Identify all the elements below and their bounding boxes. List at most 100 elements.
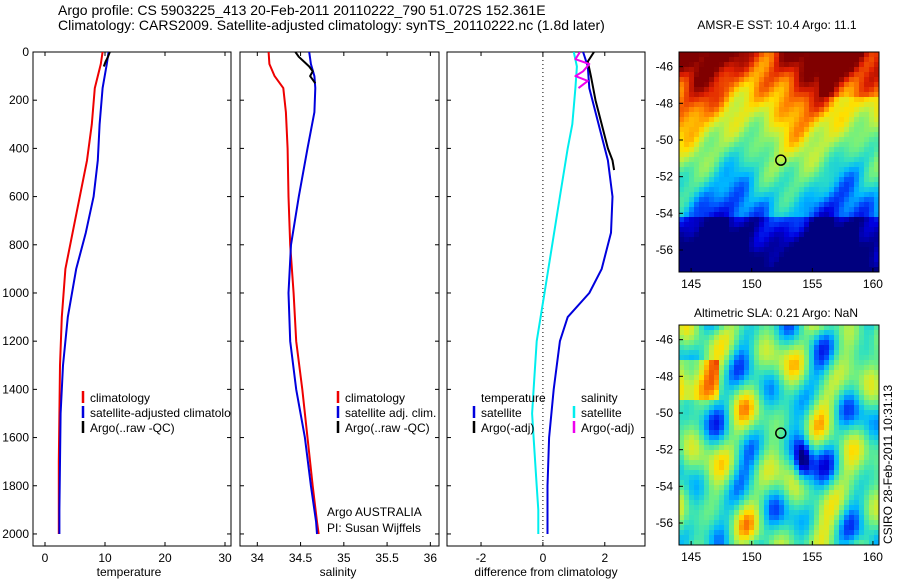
heatmap-cell xyxy=(869,182,875,188)
heatmap-cell xyxy=(729,67,735,73)
heatmap-cell xyxy=(779,227,785,233)
heatmap-cell xyxy=(859,445,865,451)
heatmap-cell xyxy=(774,162,780,168)
heatmap-cell xyxy=(684,52,690,58)
heatmap-cell xyxy=(719,227,725,233)
heatmap-cell xyxy=(719,172,725,178)
heatmap-cell xyxy=(869,390,875,396)
heatmap-cell xyxy=(699,107,705,113)
heatmap-cell xyxy=(834,52,840,58)
heatmap-cell xyxy=(864,82,870,88)
heatmap-cell xyxy=(844,330,850,336)
heatmap-cell xyxy=(794,540,800,545)
heatmap-cell xyxy=(734,330,740,336)
heatmap-cell xyxy=(714,62,720,68)
heatmap-cell xyxy=(789,147,795,153)
heatmap-cell xyxy=(849,52,855,58)
heatmap-cell xyxy=(684,345,690,351)
heatmap-cell xyxy=(844,465,850,471)
heatmap-cell xyxy=(819,262,825,268)
heatmap-cell xyxy=(749,127,755,133)
heatmap-cell xyxy=(834,207,840,213)
heatmap-cell xyxy=(759,167,765,173)
heatmap-cell xyxy=(824,97,830,103)
heatmap-cell xyxy=(839,495,845,501)
heatmap-cell xyxy=(874,430,879,436)
heatmap-cell xyxy=(709,117,715,123)
heatmap-cell xyxy=(714,415,720,421)
heatmap-cell xyxy=(709,97,715,103)
heatmap-cell xyxy=(764,77,770,83)
heatmap-cell xyxy=(679,152,685,158)
heatmap-cell xyxy=(859,395,865,401)
heatmap-cell xyxy=(729,525,735,531)
heatmap-cell xyxy=(864,142,870,148)
heatmap-cell xyxy=(774,57,780,63)
heatmap-cell xyxy=(849,72,855,78)
heatmap-cell xyxy=(744,340,750,346)
heatmap-cell xyxy=(684,510,690,516)
heatmap-cell xyxy=(719,192,725,198)
heatmap-cell xyxy=(749,162,755,168)
heatmap-cell xyxy=(774,112,780,118)
heatmap-cell xyxy=(764,470,770,476)
heatmap-cell xyxy=(764,420,770,426)
heatmap-cell xyxy=(779,222,785,228)
heatmap-cell xyxy=(854,107,860,113)
heatmap-cell xyxy=(864,257,870,263)
x-tick-label: 155 xyxy=(802,550,822,564)
heatmap-cell xyxy=(694,132,700,138)
heatmap-cell xyxy=(784,97,790,103)
heatmap-cell xyxy=(774,92,780,98)
heatmap-cell xyxy=(769,227,775,233)
heatmap-cell xyxy=(714,157,720,163)
heatmap-cell xyxy=(829,530,835,536)
heatmap-cell xyxy=(869,227,875,233)
heatmap-cell xyxy=(684,267,690,272)
heatmap-cell xyxy=(824,52,830,58)
heatmap-cell xyxy=(704,410,710,416)
heatmap-cell xyxy=(739,415,745,421)
heatmap-cell xyxy=(784,475,790,481)
heatmap-cell xyxy=(809,450,815,456)
heatmap-cell xyxy=(744,385,750,391)
heatmap-cell xyxy=(789,365,795,371)
heatmap-cell xyxy=(694,465,700,471)
heatmap-cell xyxy=(834,137,840,143)
heatmap-cell xyxy=(844,62,850,68)
heatmap-cell xyxy=(744,117,750,123)
heatmap-cell xyxy=(754,237,760,243)
heatmap-cell xyxy=(864,217,870,223)
heatmap-cell xyxy=(824,87,830,93)
heatmap-cell xyxy=(694,350,700,356)
heatmap-cell xyxy=(759,242,765,248)
heatmap-cell xyxy=(864,112,870,118)
heatmap-cell xyxy=(769,345,775,351)
heatmap-cell xyxy=(709,505,715,511)
heatmap-cell xyxy=(734,435,740,441)
heatmap-cell xyxy=(794,470,800,476)
heatmap-cell xyxy=(824,227,830,233)
heatmap-cell xyxy=(874,157,879,163)
heatmap-cell xyxy=(819,252,825,258)
heatmap-cell xyxy=(764,97,770,103)
heatmap-cell xyxy=(754,485,760,491)
heatmap-cell xyxy=(844,247,850,253)
heatmap-cell xyxy=(864,400,870,406)
heatmap-cell xyxy=(684,97,690,103)
heatmap-cell xyxy=(714,132,720,138)
heatmap-cell xyxy=(859,435,865,441)
heatmap-cell xyxy=(739,262,745,268)
heatmap-cell xyxy=(689,445,695,451)
heatmap-cell xyxy=(849,520,855,526)
heatmap-cell xyxy=(774,117,780,123)
heatmap-cell xyxy=(789,102,795,108)
heatmap-cell xyxy=(729,435,735,441)
heatmap-cell xyxy=(804,430,810,436)
heatmap-cell xyxy=(829,227,835,233)
heatmap-cell xyxy=(789,192,795,198)
heatmap-cell xyxy=(724,57,730,63)
heatmap-cell xyxy=(784,257,790,263)
heatmap-cell xyxy=(824,380,830,386)
heatmap-cell xyxy=(824,335,830,341)
